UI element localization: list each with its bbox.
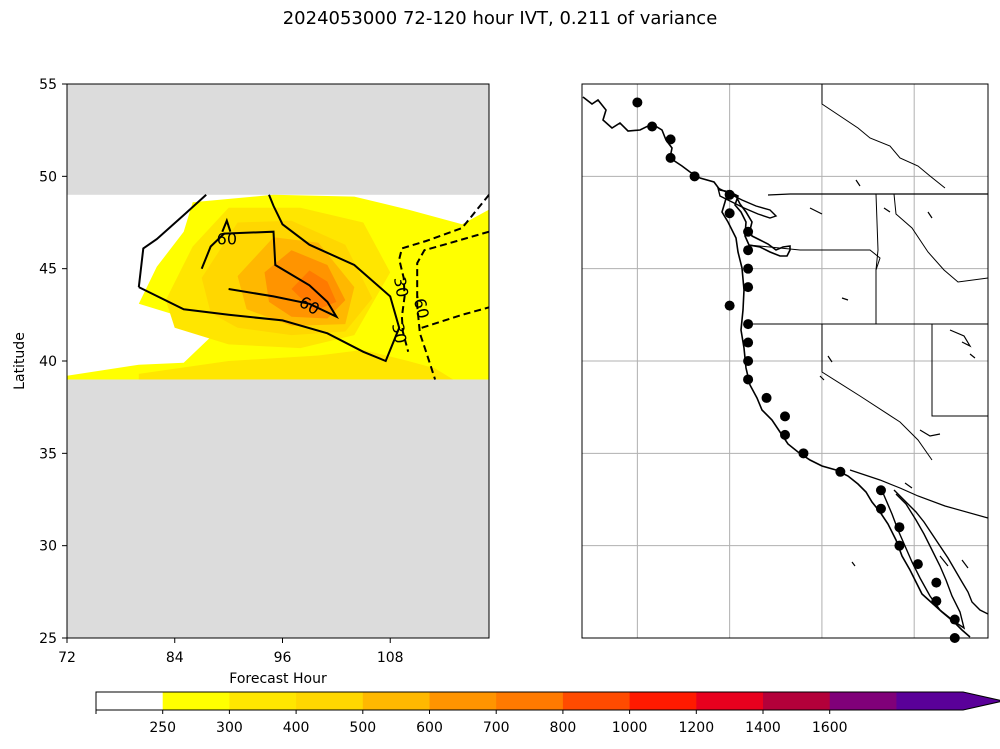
location-point (894, 540, 905, 551)
location-point (780, 429, 790, 440)
location-point (632, 97, 643, 108)
y-axis-label: Latitude (12, 332, 28, 390)
location-point (665, 134, 676, 145)
location-point (743, 263, 754, 274)
state-border (821, 324, 933, 461)
location-point (724, 300, 735, 311)
colorbar-tick-label: 1000 (612, 720, 648, 736)
contour-label: 60 (217, 230, 237, 249)
location-point (743, 245, 754, 256)
y-tick-label: 35 (39, 446, 57, 462)
colorbar-extend-arrow (896, 692, 1000, 710)
contour-line-positive (137, 194, 207, 288)
location-point (798, 448, 809, 459)
x-tick-label: 84 (166, 650, 184, 666)
y-tick-label: 55 (39, 77, 57, 93)
y-tick-label: 40 (39, 354, 57, 370)
location-point (931, 577, 942, 588)
contour-line-positive (200, 230, 339, 320)
location-point (875, 485, 886, 496)
colorbar-tick-label: 300 (216, 720, 243, 736)
x-tick-label: 108 (377, 650, 404, 666)
colorbar-segment (229, 692, 297, 710)
contour-line-positive (138, 194, 401, 363)
colorbar-tick-label: 1400 (745, 720, 781, 736)
y-tick-label: 50 (39, 169, 57, 185)
location-point (875, 503, 886, 514)
state-border (821, 84, 946, 189)
y-tick-label: 30 (39, 539, 57, 555)
colorbar-segment (562, 692, 631, 710)
contour-line-negative (421, 306, 489, 329)
location-point (724, 189, 735, 200)
location-point (743, 226, 754, 237)
colorbar-segment (429, 692, 497, 710)
colorbar-segment (96, 692, 164, 710)
location-point (647, 121, 658, 132)
y-tick-label: 25 (39, 631, 57, 647)
colorbar-segment (629, 692, 697, 710)
country-border (849, 469, 988, 519)
y-tick-label: 45 (39, 262, 57, 278)
colorbar-segment (496, 692, 564, 710)
colorbar-tick-label: 1200 (678, 720, 714, 736)
colorbar-tick-label: 700 (483, 720, 510, 736)
colorbar-tick-label: 600 (416, 720, 443, 736)
location-point (743, 374, 754, 385)
location-point (665, 152, 676, 163)
lake-outline (809, 179, 976, 569)
location-point (761, 392, 772, 403)
location-point (912, 559, 923, 570)
colorbar-tick-label: 400 (283, 720, 310, 736)
coastline-map-panel (581, 83, 989, 643)
colorbar-tick-label: 500 (349, 720, 376, 736)
coastline (893, 489, 988, 615)
location-point (835, 466, 846, 477)
colorbar-segment (296, 692, 364, 710)
location-point (949, 614, 960, 625)
location-point (743, 356, 754, 366)
colorbar-tick-label: 250 (149, 720, 176, 736)
colorbar-segment (162, 692, 230, 710)
figure-title: 2024053000 72-120 hour IVT, 0.211 of var… (282, 8, 718, 29)
location-point (743, 282, 754, 293)
colorbar: 250 300 400 500 600 700 800 1000 1200 1400 1600 (95, 691, 1000, 736)
x-tick-label: 96 (274, 650, 292, 666)
country-border (767, 193, 988, 196)
contour-label: 30 (388, 322, 410, 345)
colorbar-segment (763, 692, 831, 710)
location-point (931, 596, 942, 607)
contour-line-negative (416, 230, 489, 380)
colorbar-tick-label: 1600 (812, 720, 848, 736)
location-point (724, 208, 735, 219)
state-border (875, 193, 879, 324)
location-point (689, 171, 700, 182)
location-point (780, 411, 790, 422)
state-border (893, 193, 988, 283)
location-point (743, 319, 754, 330)
colorbar-segment (829, 692, 897, 710)
x-axis-label: Forecast Hour (229, 671, 327, 687)
colorbar-segment (696, 692, 764, 710)
x-tick-label: 72 (58, 650, 76, 666)
location-point (743, 337, 754, 348)
contour-line-negative (398, 194, 489, 353)
colorbar-tick-label: 800 (550, 720, 577, 736)
contour-line-positive (221, 217, 232, 233)
map-frame (581, 83, 989, 639)
state-border (931, 324, 988, 417)
coastline (879, 485, 966, 630)
contour-label: 30 (390, 275, 412, 298)
state-border (748, 244, 881, 271)
colorbar-segment (362, 692, 430, 710)
island-outline (716, 186, 778, 219)
location-point (894, 522, 905, 533)
